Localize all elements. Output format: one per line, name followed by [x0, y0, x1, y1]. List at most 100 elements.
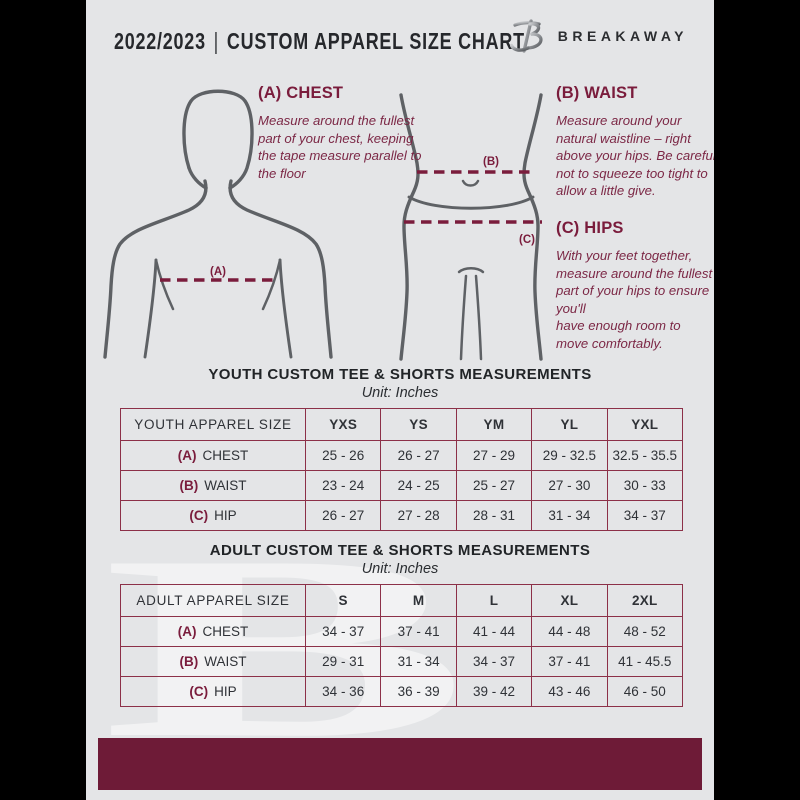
- table-row-waist: (B) WAIST 29 - 31 31 - 34 34 - 37 37 - 41…: [120, 646, 684, 677]
- row-label: (C) HIP: [120, 500, 306, 531]
- hips-line-label: (C): [519, 234, 535, 246]
- size-cell: 34 - 37: [606, 500, 684, 531]
- size-cell: 27 - 29: [455, 440, 533, 471]
- size-cell: 27 - 28: [380, 500, 457, 531]
- youth-size-table: YOUTH APPAREL SIZE YXS YS YM YL YXL (A) C…: [120, 408, 684, 531]
- size-cell: 26 - 27: [380, 440, 457, 471]
- row-label: (A) CHEST: [120, 440, 306, 471]
- size-cell: 25 - 26: [304, 440, 382, 471]
- row-label-text: CHEST: [202, 624, 249, 639]
- size-cell: 29 - 32.5: [531, 440, 608, 471]
- column-header: S: [304, 584, 382, 617]
- waist-line-label: (B): [483, 156, 499, 168]
- column-header: XL: [531, 584, 608, 617]
- size-cell: 46 - 50: [606, 676, 684, 707]
- size-cell: 39 - 42: [455, 676, 533, 707]
- row-label-prefix: (A): [177, 448, 197, 463]
- size-cell: 34 - 36: [304, 676, 382, 707]
- chest-heading: (A) CHEST: [258, 84, 344, 102]
- breakaway-b-logo-icon: [509, 19, 543, 53]
- page-title: 2022/2023 | CUSTOM APPAREL SIZE CHART: [114, 28, 525, 55]
- title-divider: |: [213, 28, 220, 54]
- table-row-hip: (C) HIP 26 - 27 27 - 28 28 - 31 31 - 34 3…: [120, 500, 684, 531]
- waist-instruction-block: (B) WAIST Measure around your natural wa…: [556, 84, 714, 200]
- row-label-text: WAIST: [204, 654, 247, 669]
- column-header: 2XL: [606, 584, 684, 617]
- size-cell: 36 - 39: [380, 676, 457, 707]
- hips-figure: (B) (C): [399, 93, 543, 361]
- chest-line-label: (A): [210, 266, 226, 278]
- row-label-text: HIP: [214, 684, 237, 699]
- waist-heading: (B) WAIST: [556, 84, 638, 102]
- brand-lockup: BREAKAWAY: [509, 15, 688, 57]
- adult-measurements-section: ADULT CUSTOM TEE & SHORTS MEASUREMENTS U…: [86, 542, 714, 707]
- row-label: (B) WAIST: [120, 646, 306, 677]
- brand-name: BREAKAWAY: [557, 28, 688, 44]
- torso-figure: (A): [103, 89, 333, 359]
- column-header: YXL: [606, 408, 684, 441]
- table-row-waist: (B) WAIST 23 - 24 24 - 25 25 - 27 27 - 30…: [120, 470, 684, 501]
- masthead: 2022/2023 | CUSTOM APPAREL SIZE CHART: [86, 0, 714, 72]
- table-header-row: ADULT APPAREL SIZE S M L XL 2XL: [120, 584, 684, 617]
- chart-title: CUSTOM APPAREL SIZE CHART: [226, 28, 525, 54]
- chest-instruction-block: (A) CHEST Measure around the fullest par…: [258, 84, 422, 182]
- size-cell: 27 - 30: [531, 470, 608, 501]
- column-header: YL: [531, 408, 608, 441]
- row-label-text: WAIST: [204, 478, 247, 493]
- size-cell: 41 - 45.5: [606, 646, 684, 677]
- size-cell: 34 - 37: [455, 646, 533, 677]
- size-cell: 30 - 33: [606, 470, 684, 501]
- size-cell: 43 - 46: [531, 676, 608, 707]
- size-cell: 37 - 41: [531, 646, 608, 677]
- column-header: YXS: [304, 408, 382, 441]
- adult-unit-label: Unit: Inches: [361, 561, 439, 577]
- row-label: (C) HIP: [120, 676, 306, 707]
- size-cell: 32.5 - 35.5: [606, 440, 684, 471]
- column-header: YOUTH APPAREL SIZE: [120, 408, 306, 441]
- size-cell: 48 - 52: [606, 616, 684, 647]
- row-label-prefix: (A): [177, 624, 197, 639]
- adult-size-table: ADULT APPAREL SIZE S M L XL 2XL (A) CHEST…: [120, 584, 684, 707]
- table-header-row: YOUTH APPAREL SIZE YXS YS YM YL YXL: [120, 408, 684, 441]
- size-chart-page: B 2022/2023 | CUSTOM APPAREL SIZE CHART: [86, 0, 714, 800]
- hips-heading: (C) HIPS: [556, 219, 624, 237]
- measurement-figures: (A) (B) (C): [103, 89, 543, 361]
- size-cell: 31 - 34: [380, 646, 457, 677]
- size-cell: 26 - 27: [304, 500, 382, 531]
- youth-table-title: YOUTH CUSTOM TEE & SHORTS MEASUREMENTS: [208, 366, 592, 383]
- column-header: M: [380, 584, 457, 617]
- column-header: YS: [380, 408, 457, 441]
- row-label-text: CHEST: [202, 448, 249, 463]
- row-label-prefix: (B): [179, 654, 199, 669]
- column-header: L: [455, 584, 533, 617]
- column-header: ADULT APPAREL SIZE: [120, 584, 306, 617]
- adult-table-title: ADULT CUSTOM TEE & SHORTS MEASUREMENTS: [209, 542, 591, 559]
- size-cell: 25 - 27: [455, 470, 533, 501]
- row-label-text: HIP: [214, 508, 237, 523]
- chest-instructions-text: Measure around the fullest part of your …: [258, 113, 422, 181]
- row-label: (A) CHEST: [120, 616, 306, 647]
- size-cell: 23 - 24: [304, 470, 382, 501]
- row-label: (B) WAIST: [120, 470, 306, 501]
- size-cell: 28 - 31: [455, 500, 533, 531]
- row-label-prefix: (B): [179, 478, 199, 493]
- hips-instruction-block: (C) HIPS With your feet together, measur…: [556, 219, 714, 352]
- footer-bar: [98, 738, 702, 790]
- size-cell: 31 - 34: [531, 500, 608, 531]
- table-row-chest: (A) CHEST 25 - 26 26 - 27 27 - 29 29 - 32…: [120, 440, 684, 471]
- size-cell: 29 - 31: [304, 646, 382, 677]
- youth-unit-label: Unit: Inches: [361, 385, 439, 401]
- table-row-chest: (A) CHEST 34 - 37 37 - 41 41 - 44 44 - 48…: [120, 616, 684, 647]
- row-label-prefix: (C): [189, 684, 209, 699]
- size-cell: 34 - 37: [304, 616, 382, 647]
- column-header: YM: [455, 408, 533, 441]
- waist-instructions-text: Measure around your natural waistline – …: [556, 113, 714, 199]
- hips-instructions-text: With your feet together, measure around …: [556, 248, 713, 351]
- row-label-prefix: (C): [189, 508, 209, 523]
- table-row-hip: (C) HIP 34 - 36 36 - 39 39 - 42 43 - 46 4…: [120, 676, 684, 707]
- year-range: 2022/2023: [114, 28, 206, 54]
- youth-measurements-section: YOUTH CUSTOM TEE & SHORTS MEASUREMENTS U…: [86, 366, 714, 531]
- size-cell: 41 - 44: [455, 616, 533, 647]
- size-cell: 44 - 48: [531, 616, 608, 647]
- size-cell: 37 - 41: [380, 616, 457, 647]
